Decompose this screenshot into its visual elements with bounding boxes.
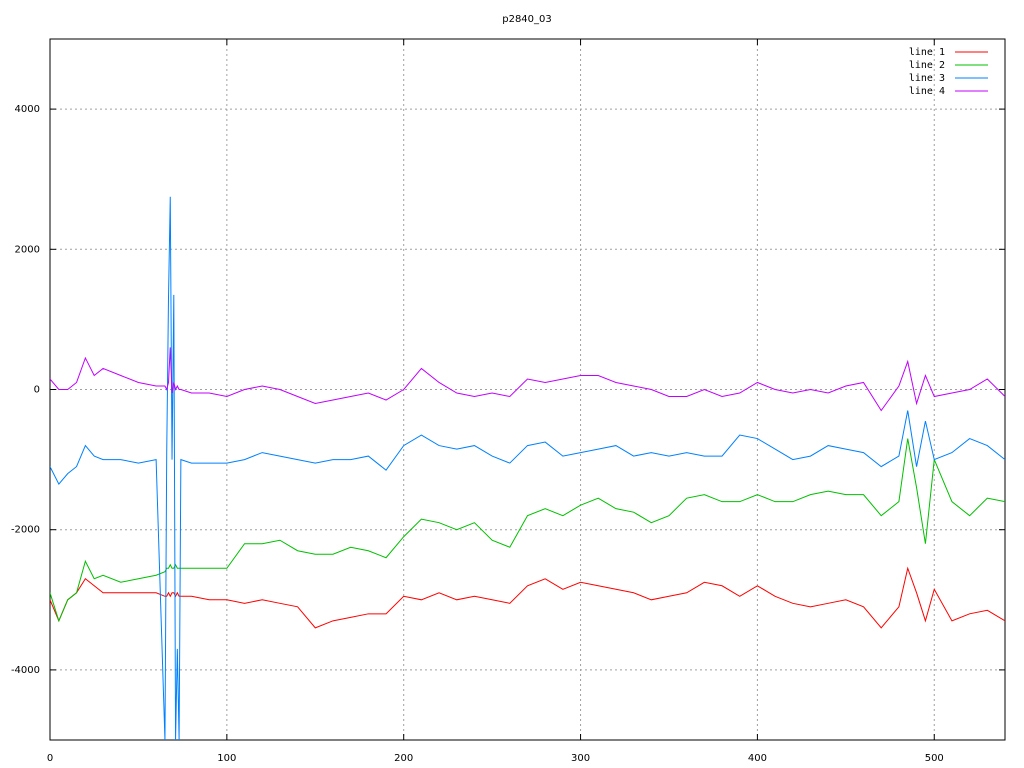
x-tick-label: 400: [748, 753, 767, 764]
series-line: [50, 438, 1005, 623]
series-line: [50, 347, 1005, 412]
y-tick-label: 0: [34, 385, 40, 396]
series-line: [50, 566, 1005, 629]
legend-label: line 1: [909, 47, 945, 58]
plot-frame: [49, 38, 1006, 741]
x-tick-label: 200: [394, 753, 413, 764]
y-tick-label: 2000: [15, 244, 40, 255]
legend-label: line 4: [909, 86, 945, 97]
legend-label: line 2: [909, 60, 945, 71]
y-tick-label: -4000: [11, 665, 40, 676]
x-tick-label: 100: [217, 753, 236, 764]
series-line: [50, 196, 1005, 740]
plot-area: [50, 196, 1005, 740]
chart-title: p2840_03: [502, 14, 552, 25]
x-tick-label: 500: [925, 753, 944, 764]
legend-label: line 3: [909, 73, 945, 84]
x-tick-label: 300: [571, 753, 590, 764]
y-tick-label: 4000: [15, 104, 40, 115]
y-tick-label: -2000: [11, 525, 40, 536]
x-tick-label: 0: [47, 753, 53, 764]
